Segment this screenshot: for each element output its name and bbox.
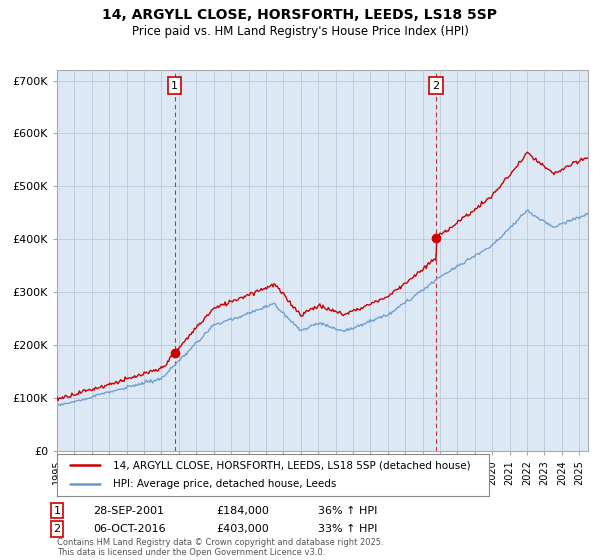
Text: 1: 1 bbox=[53, 506, 61, 516]
Text: 06-OCT-2016: 06-OCT-2016 bbox=[93, 524, 166, 534]
Text: 14, ARGYLL CLOSE, HORSFORTH, LEEDS, LS18 5SP (detached house): 14, ARGYLL CLOSE, HORSFORTH, LEEDS, LS18… bbox=[113, 460, 471, 470]
Text: 33% ↑ HPI: 33% ↑ HPI bbox=[318, 524, 377, 534]
Text: 36% ↑ HPI: 36% ↑ HPI bbox=[318, 506, 377, 516]
Text: 2: 2 bbox=[433, 81, 440, 91]
Text: HPI: Average price, detached house, Leeds: HPI: Average price, detached house, Leed… bbox=[113, 479, 337, 489]
Text: Contains HM Land Registry data © Crown copyright and database right 2025.
This d: Contains HM Land Registry data © Crown c… bbox=[57, 538, 383, 557]
Text: 1: 1 bbox=[171, 81, 178, 91]
Text: 2: 2 bbox=[53, 524, 61, 534]
Text: 28-SEP-2001: 28-SEP-2001 bbox=[93, 506, 164, 516]
Text: £403,000: £403,000 bbox=[216, 524, 269, 534]
Text: Price paid vs. HM Land Registry's House Price Index (HPI): Price paid vs. HM Land Registry's House … bbox=[131, 25, 469, 38]
Text: £184,000: £184,000 bbox=[216, 506, 269, 516]
Text: 14, ARGYLL CLOSE, HORSFORTH, LEEDS, LS18 5SP: 14, ARGYLL CLOSE, HORSFORTH, LEEDS, LS18… bbox=[103, 8, 497, 22]
